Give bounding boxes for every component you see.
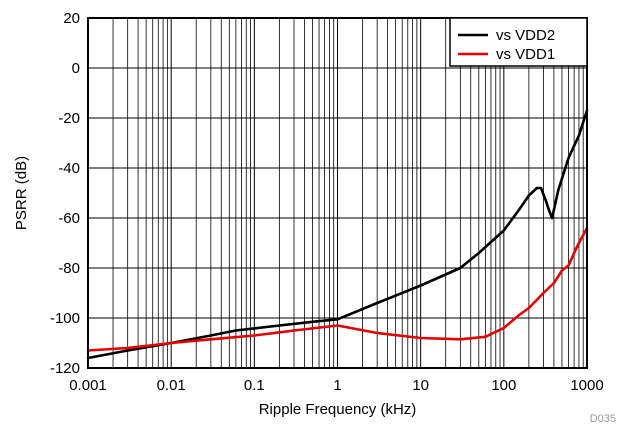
series-layer	[86, 109, 589, 360]
y-tick-label: -100	[50, 310, 80, 327]
x-tick-label: 0.001	[69, 377, 107, 394]
y-tick-label: 20	[63, 10, 80, 27]
y-tick-label: 0	[72, 60, 80, 77]
x-tick-label: 0.1	[244, 377, 265, 394]
legend: vs VDD2 vs VDD1	[449, 17, 588, 67]
x-tick-label: 1	[333, 377, 341, 394]
x-tick-labels: 0.001 0.01 0.1 1 10 100 1000	[69, 377, 603, 394]
y-tick-label: -20	[58, 110, 80, 127]
series-line-2	[86, 226, 589, 352]
legend-label: vs VDD2	[496, 27, 555, 44]
plot-frame	[87, 17, 588, 369]
y-tick-label: -80	[58, 260, 80, 277]
y-tick-label: -120	[50, 360, 80, 377]
y-tick-label: -60	[58, 210, 80, 227]
x-tick-label: 100	[491, 377, 516, 394]
minor-grid	[112, 18, 584, 368]
legend-box	[449, 17, 588, 67]
y-tick-label: -40	[58, 160, 80, 177]
major-grid	[87, 17, 588, 369]
x-tick-label: 0.01	[157, 377, 186, 394]
series-line-1	[86, 109, 589, 360]
legend-label: vs VDD1	[496, 46, 555, 63]
x-axis-title: Ripple Frequency (kHz)	[259, 401, 417, 418]
figure-id: D035	[590, 413, 616, 425]
x-tick-label: 1000	[570, 377, 603, 394]
x-tick-label: 10	[412, 377, 429, 394]
y-tick-labels: 20 0 -20 -40 -60 -80 -100 -120	[50, 10, 80, 377]
y-axis-title: PSRR (dB)	[13, 156, 30, 230]
